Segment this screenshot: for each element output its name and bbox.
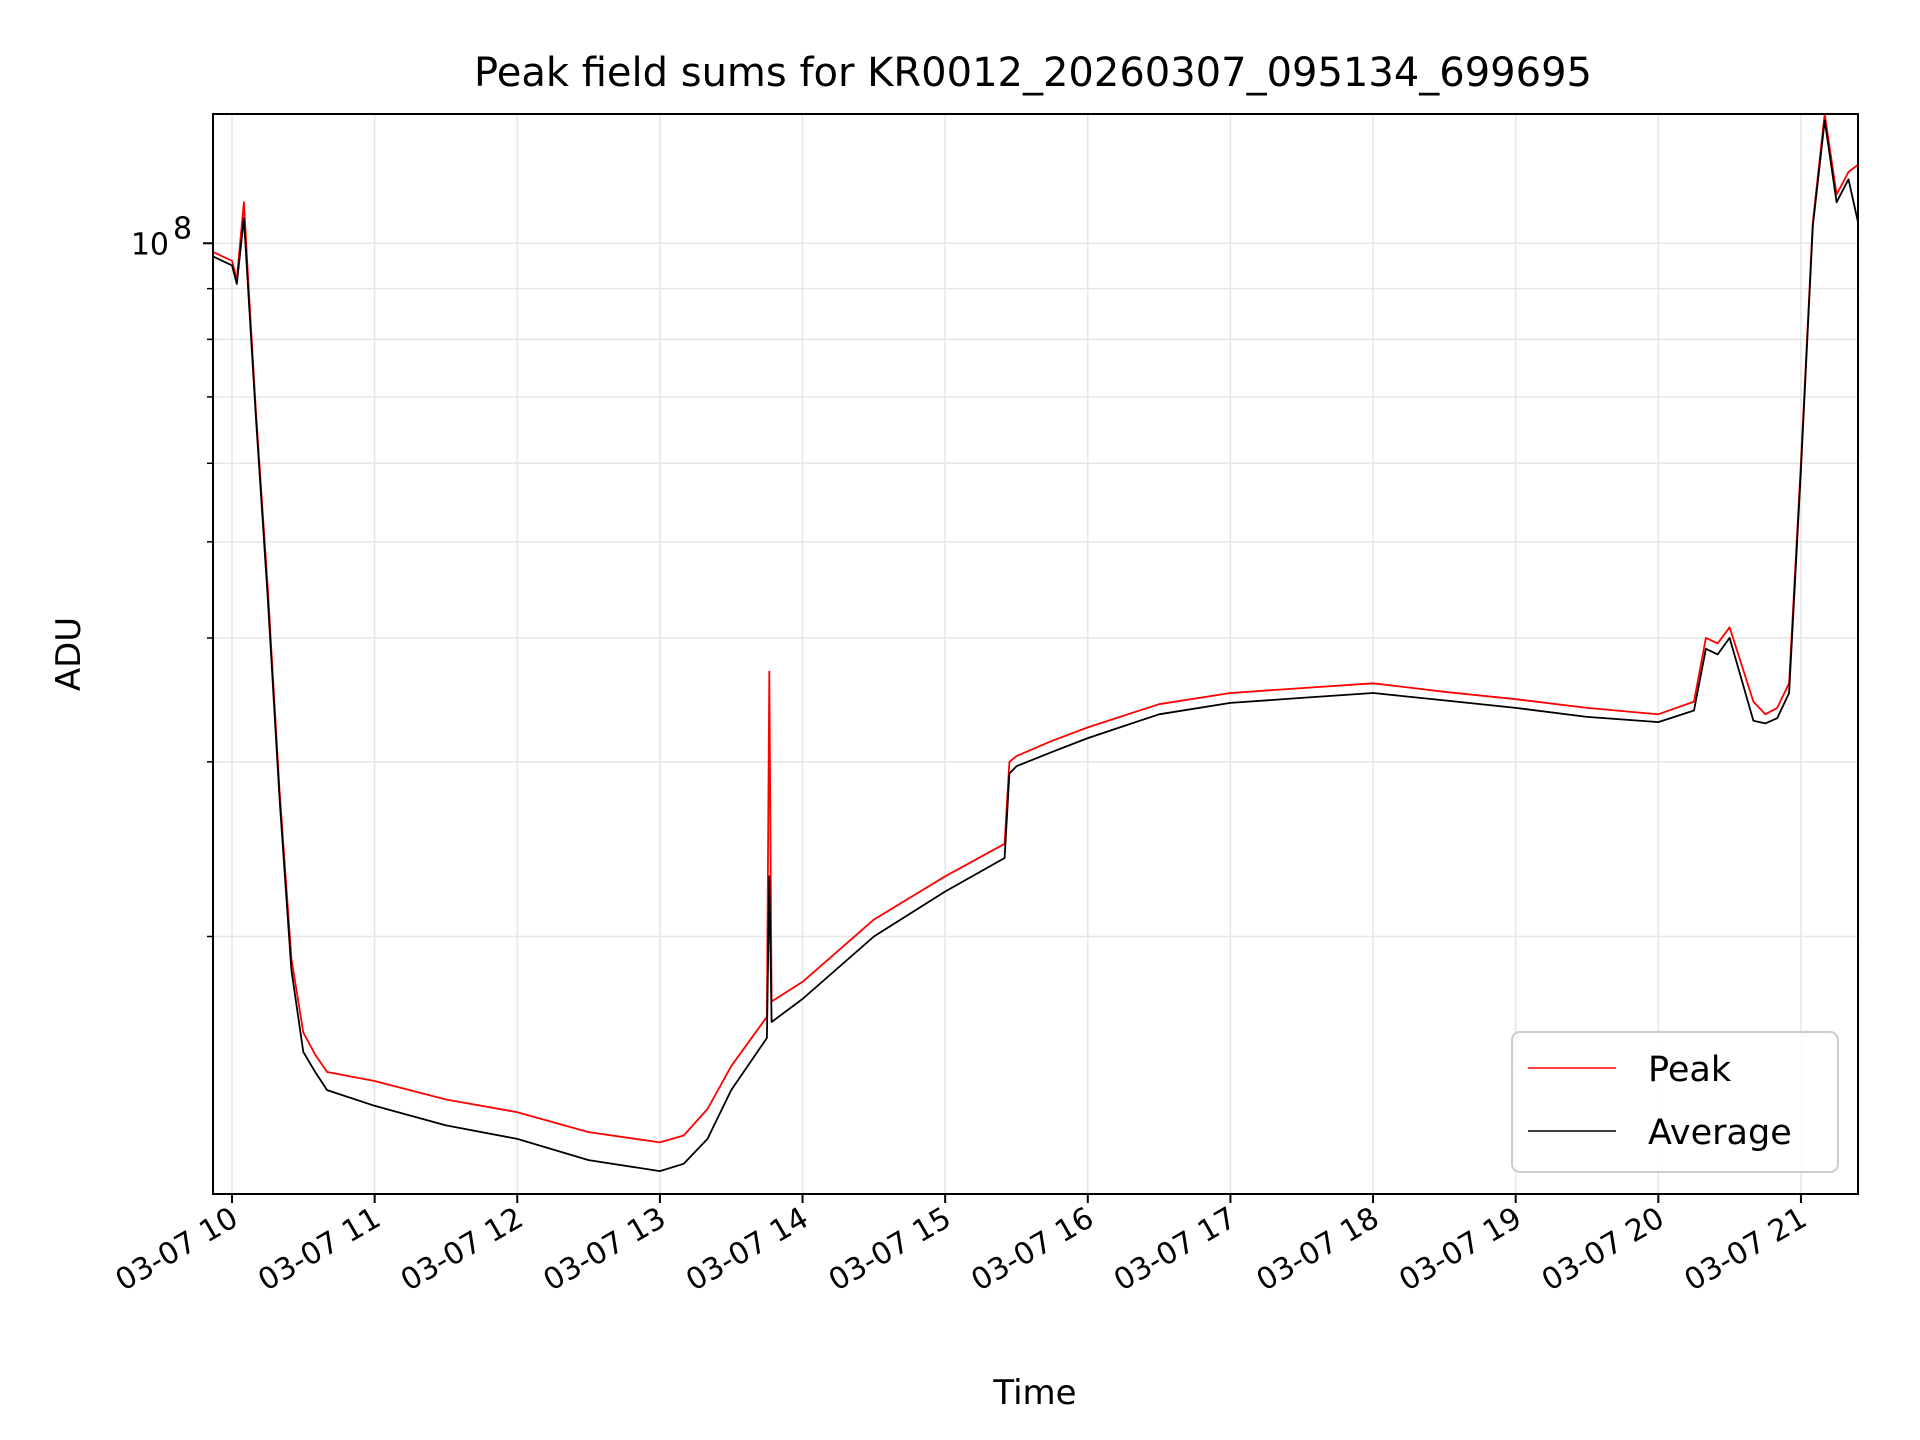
legend-label-peak: Peak	[1648, 1050, 1732, 1090]
y-axis-label: ADU	[49, 617, 89, 691]
grid	[213, 114, 1858, 1194]
legend: Peak Average	[1511, 1031, 1839, 1173]
legend-label-average: Average	[1648, 1113, 1792, 1153]
series-line-average	[213, 119, 1858, 1172]
y-tick-label-exponent: 8	[173, 211, 192, 246]
x-axis-label: Time	[992, 1373, 1076, 1413]
series-layer	[213, 114, 1858, 1172]
y-tick-label: 10	[131, 227, 169, 262]
chart-title: Peak field sums for KR0012_20260307_0951…	[474, 50, 1592, 96]
y-axis: 10 8	[131, 211, 213, 938]
legend-box	[1511, 1031, 1839, 1173]
plot-frame	[212, 113, 1859, 1195]
